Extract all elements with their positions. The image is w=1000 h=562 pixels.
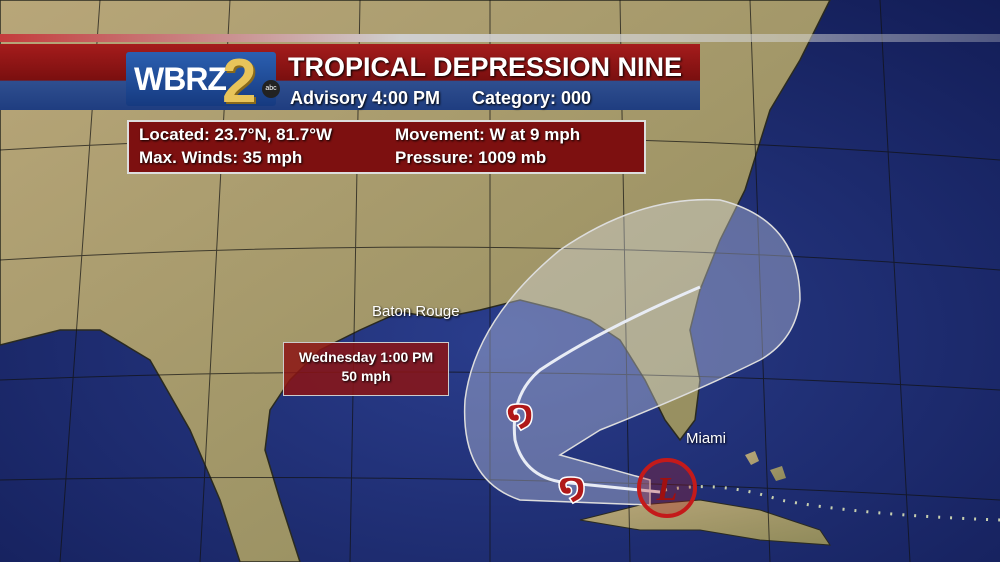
station-logo: WBRZ 2 abc [126, 47, 280, 116]
city-label-miami: Miami [686, 430, 726, 447]
current-position-low-icon: L [637, 458, 697, 518]
svg-text:໑: ໑ [506, 393, 534, 434]
cuba-land [579, 499, 831, 546]
storm-category: Category: 000 [472, 88, 592, 108]
svg-text:໑: ໑ [558, 466, 586, 507]
pressure: Pressure: 1009 mb [395, 148, 547, 167]
movement: Movement: W at 9 mph [395, 125, 581, 144]
header-stripe [0, 34, 1000, 42]
header-bar [0, 44, 700, 110]
advisory-time: Advisory 4:00 PM [290, 88, 441, 108]
forecast-track [512, 285, 701, 494]
svg-text:L: L [656, 471, 678, 508]
bahamas [745, 451, 786, 481]
storm-info-panel: Located: 23.7°N, 81.7°W Movement: W at 9… [127, 120, 646, 174]
forecast-point-label: Wednesday 1:00 PM 50 mph [283, 342, 449, 396]
forecast-cone [463, 198, 801, 506]
max-winds: Max. Winds: 35 mph [139, 148, 303, 167]
forecast-time: Wednesday 1:00 PM [298, 349, 434, 365]
location: Located: 23.7°N, 81.7°W [139, 125, 333, 144]
forecast-wind: 50 mph [341, 368, 391, 384]
tropical-storm-icon: ໑໑ [505, 392, 586, 508]
city-label-baton-rouge: Baton Rouge [372, 303, 460, 320]
storm-title: TROPICAL DEPRESSION NINE [288, 52, 683, 82]
